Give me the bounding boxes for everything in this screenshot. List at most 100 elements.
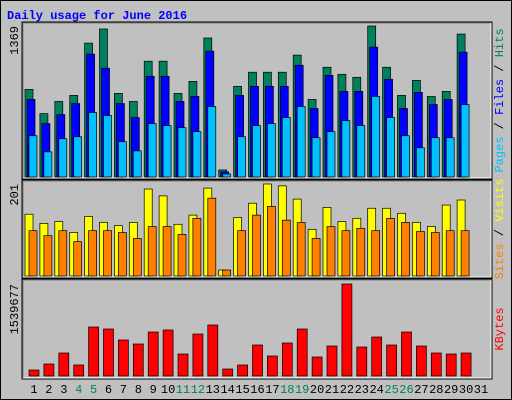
- bar: [281, 219, 291, 277]
- bar: [58, 352, 70, 377]
- panel-shade: [22, 279, 491, 378]
- bar: [371, 96, 381, 178]
- bar: [118, 141, 127, 178]
- bar: [371, 336, 383, 377]
- bar: [43, 363, 55, 377]
- bar: [445, 137, 455, 178]
- bar: [252, 214, 261, 277]
- x-tick-label: 21: [325, 383, 339, 397]
- bar: [237, 136, 246, 178]
- bar: [341, 230, 351, 277]
- bar: [28, 369, 40, 377]
- bar: [132, 238, 142, 277]
- bar: [118, 339, 129, 377]
- x-tick-label: 29: [444, 383, 458, 397]
- bar: [192, 217, 202, 277]
- x-tick-label: 1: [30, 383, 37, 397]
- legend-item: Visits: [493, 179, 507, 222]
- x-tick-label: 12: [191, 383, 205, 397]
- bar: [103, 115, 112, 178]
- x-tick-label: 3: [60, 383, 67, 397]
- bar: [103, 328, 114, 377]
- bar: [445, 353, 457, 377]
- bar: [416, 345, 427, 377]
- x-tick-label: 14: [220, 383, 234, 397]
- legend-item: Sites: [493, 243, 507, 279]
- legend: Sites / Visits: [493, 179, 507, 280]
- x-tick-label: 6: [105, 383, 112, 397]
- bar: [430, 232, 440, 277]
- bar: [147, 226, 157, 277]
- bar: [371, 230, 381, 277]
- panel-shade: [22, 22, 491, 178]
- y-tick-label: 201: [8, 184, 22, 206]
- bar: [356, 346, 368, 377]
- bar: [281, 117, 291, 178]
- x-tick-label: 17: [265, 383, 279, 397]
- bar: [401, 331, 412, 377]
- bar: [177, 127, 187, 178]
- bar: [341, 120, 351, 178]
- bar: [147, 331, 159, 377]
- bar: [326, 345, 338, 377]
- bar: [28, 230, 38, 277]
- bar: [267, 355, 278, 377]
- legend-separator: /: [493, 222, 507, 244]
- legend-item: Pages: [493, 137, 507, 173]
- x-tick-label: 4: [75, 383, 82, 397]
- bar: [386, 344, 397, 377]
- x-tick-label: 22: [340, 383, 354, 397]
- bar: [73, 241, 83, 277]
- legend: Pages / Files / Hits: [493, 28, 507, 172]
- bar: [192, 333, 204, 377]
- x-tick-label: 27: [414, 383, 428, 397]
- x-tick-label: 31: [474, 383, 488, 397]
- x-tick-label: 11: [176, 383, 190, 397]
- x-tick-label: 15: [235, 383, 249, 397]
- panel-light: [23, 181, 492, 278]
- bar: [43, 235, 53, 277]
- bar: [460, 104, 470, 178]
- bar: [356, 228, 366, 277]
- bar: [416, 147, 425, 178]
- bar: [326, 131, 336, 178]
- bar: [88, 112, 97, 178]
- x-tick-label: 20: [310, 383, 324, 397]
- chart-title: Daily usage for June 2016: [7, 9, 187, 23]
- bar: [58, 230, 68, 277]
- bar: [207, 324, 219, 377]
- bar: [177, 353, 189, 377]
- x-tick-label: 10: [161, 383, 175, 397]
- x-tick-label: 23: [355, 383, 369, 397]
- bar: [73, 136, 83, 178]
- bar: [416, 231, 425, 277]
- bar: [267, 206, 276, 277]
- bar: [326, 226, 336, 277]
- bar: [311, 137, 321, 178]
- panel-shade: [22, 180, 491, 277]
- x-tick-label: 19: [295, 383, 309, 397]
- bar: [430, 352, 442, 377]
- bar: [386, 117, 395, 178]
- bar: [192, 131, 202, 178]
- legend: KBytes: [493, 307, 507, 350]
- x-tick-label: 26: [399, 383, 413, 397]
- bar: [88, 230, 97, 277]
- bar: [252, 125, 261, 178]
- x-tick-label: 9: [150, 383, 157, 397]
- x-tick-label: 24: [369, 383, 383, 397]
- bar: [118, 232, 127, 277]
- x-tick-label: 16: [250, 383, 264, 397]
- bar: [311, 238, 321, 277]
- bar: [296, 106, 306, 178]
- y-tick-label: 1369: [8, 26, 22, 55]
- bar: [401, 135, 410, 178]
- bar: [28, 135, 38, 178]
- x-tick-label: 7: [120, 383, 127, 397]
- x-tick-label: 18: [280, 383, 294, 397]
- bar: [222, 173, 232, 178]
- bar: [43, 151, 53, 178]
- bar: [311, 356, 323, 377]
